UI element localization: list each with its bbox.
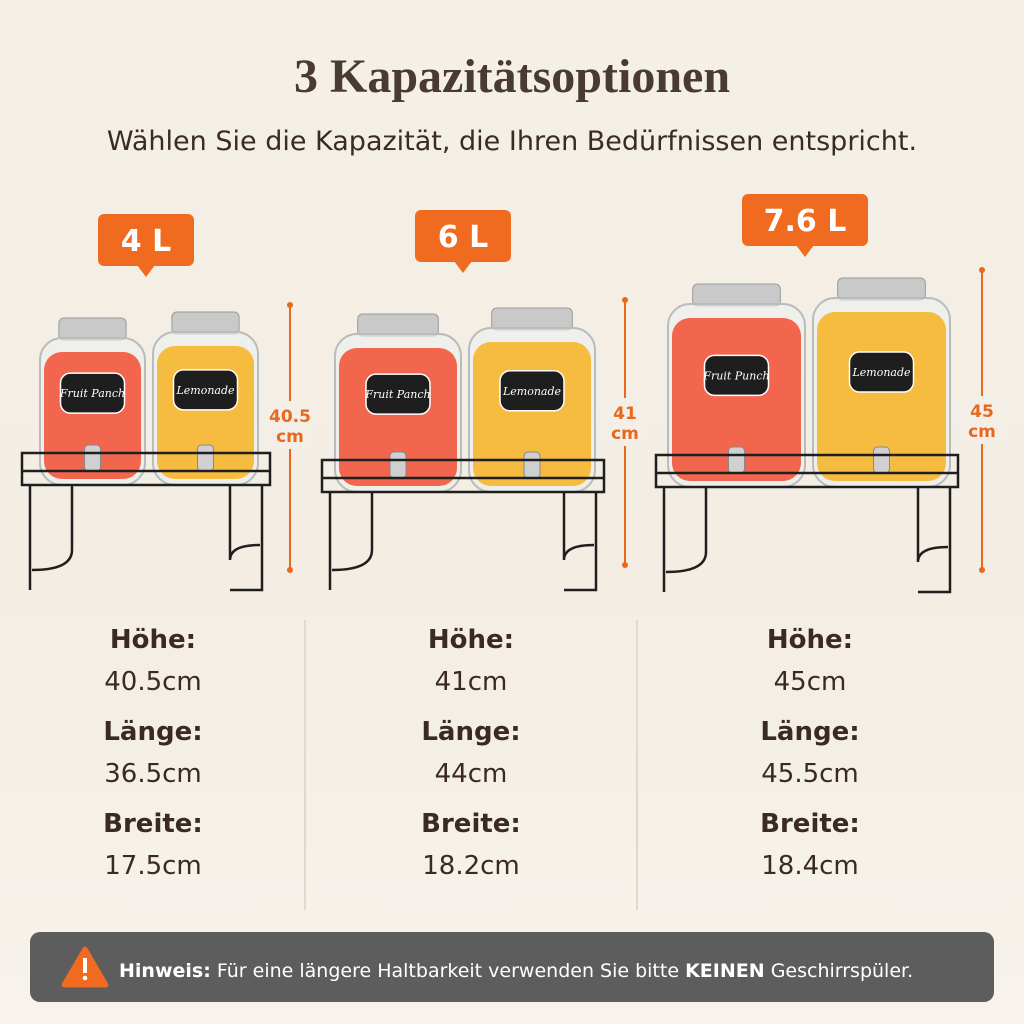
height-end [622, 297, 628, 303]
notice-text-after: Geschirrspüler. [771, 960, 913, 982]
spec-value: 18.4cm [761, 851, 859, 881]
stand-leg [28, 485, 74, 590]
chalk-label [172, 369, 239, 411]
height-unit: cm [611, 424, 639, 444]
notice-label: Hinweis: [119, 960, 211, 982]
height-value: 45 [970, 402, 994, 422]
notice-bar: Hinweis: Für eine längere Haltbarkeit ve… [30, 932, 994, 1002]
notice-emphasis: KEINEN [685, 960, 765, 982]
height-unit: cm [968, 422, 996, 442]
warning-icon-dot [82, 975, 88, 981]
tap [873, 446, 890, 474]
stand-top [20, 451, 272, 487]
chalk-label [499, 370, 565, 412]
jar-liquid [817, 312, 946, 481]
spec-value: 44cm [435, 759, 508, 789]
jar-lid [171, 311, 240, 335]
capacity-badge [98, 214, 194, 266]
notice-background [30, 932, 994, 1002]
product: 6 L Fruit Panch Lemonade 41cm Höhe: 41cm Länge… [320, 210, 651, 881]
jar-lid [491, 307, 573, 331]
height-unit: cm [276, 427, 304, 447]
jar-label: Fruit Panch [59, 387, 125, 400]
jar-lid [357, 313, 439, 337]
height-value: 41 [613, 404, 637, 424]
jar-label: Fruit Panch [364, 388, 430, 401]
product: 4 L Fruit Panch Lemonade 40.5cm Höhe: 40.5cm L… [20, 214, 316, 881]
chalk-label [848, 351, 915, 393]
spec-label: Länge: [103, 717, 202, 747]
warning-icon-mark [83, 958, 87, 973]
height-label-bg [599, 398, 651, 446]
title: 3 Kapazitätsoptionen [294, 50, 730, 103]
jar-lid [837, 277, 926, 301]
spec-label: Breite: [760, 809, 860, 839]
chalk-label [703, 354, 770, 397]
spec-label: Breite: [103, 809, 203, 839]
badge-pointer [454, 261, 472, 273]
jar-label: Lemonade [175, 384, 235, 397]
capacity-text: 7.6 L [764, 204, 847, 239]
jar-lid [692, 283, 781, 307]
tap [84, 444, 101, 472]
jar-liquid [672, 318, 801, 481]
height-end [287, 567, 293, 573]
stand-leg [562, 492, 598, 592]
notice-text-before: Für eine längere Haltbarkeit verwenden S… [217, 960, 679, 982]
height-label-bg [264, 401, 316, 449]
jar-label: Fruit Punch [702, 369, 769, 382]
subtitle: Wählen Sie die Kapazität, die Ihren Bedü… [107, 126, 917, 157]
capacity-badge [742, 194, 868, 246]
chalk-label [365, 373, 431, 415]
height-end [979, 267, 985, 273]
spec-value: 45cm [774, 667, 847, 697]
height-end [622, 562, 628, 568]
jar-label: Lemonade [502, 385, 562, 398]
jar-lid [58, 317, 127, 341]
tap [197, 444, 214, 472]
spec-value: 40.5cm [104, 667, 202, 697]
spec-value: 18.2cm [422, 851, 520, 881]
badge-pointer [137, 265, 155, 277]
height-value: 40.5 [269, 407, 311, 427]
spec-value: 45.5cm [761, 759, 859, 789]
product: 7.6 L Fruit Punch Lemonade 45cm Höhe: 45cm Län… [654, 194, 1008, 881]
spec-value: 36.5cm [104, 759, 202, 789]
chalk-label [59, 372, 126, 414]
tap [523, 451, 541, 479]
height-end [979, 567, 985, 573]
spec-label: Länge: [760, 717, 859, 747]
spec-label: Höhe: [767, 625, 853, 655]
jar-label: Lemonade [851, 366, 911, 379]
height-end [287, 302, 293, 308]
tap [389, 451, 407, 479]
notice-text: Hinweis: Für eine längere Haltbarkeit ve… [119, 960, 913, 982]
spec-value: 41cm [435, 667, 508, 697]
capacity-text: 6 L [438, 220, 488, 255]
badge-pointer [796, 245, 814, 257]
spec-label: Höhe: [110, 625, 196, 655]
spec-label: Breite: [421, 809, 521, 839]
stand-leg [328, 492, 374, 590]
stand-leg [228, 485, 264, 592]
tap [728, 446, 745, 474]
capacity-text: 4 L [121, 224, 171, 259]
spec-value: 17.5cm [104, 851, 202, 881]
height-label-bg [956, 396, 1008, 444]
spec-label: Höhe: [428, 625, 514, 655]
stand-top [320, 458, 606, 494]
stand-leg [662, 487, 708, 592]
stand-top [654, 453, 960, 489]
spec-label: Länge: [421, 717, 520, 747]
capacity-badge [415, 210, 511, 262]
stand-leg [916, 487, 952, 594]
